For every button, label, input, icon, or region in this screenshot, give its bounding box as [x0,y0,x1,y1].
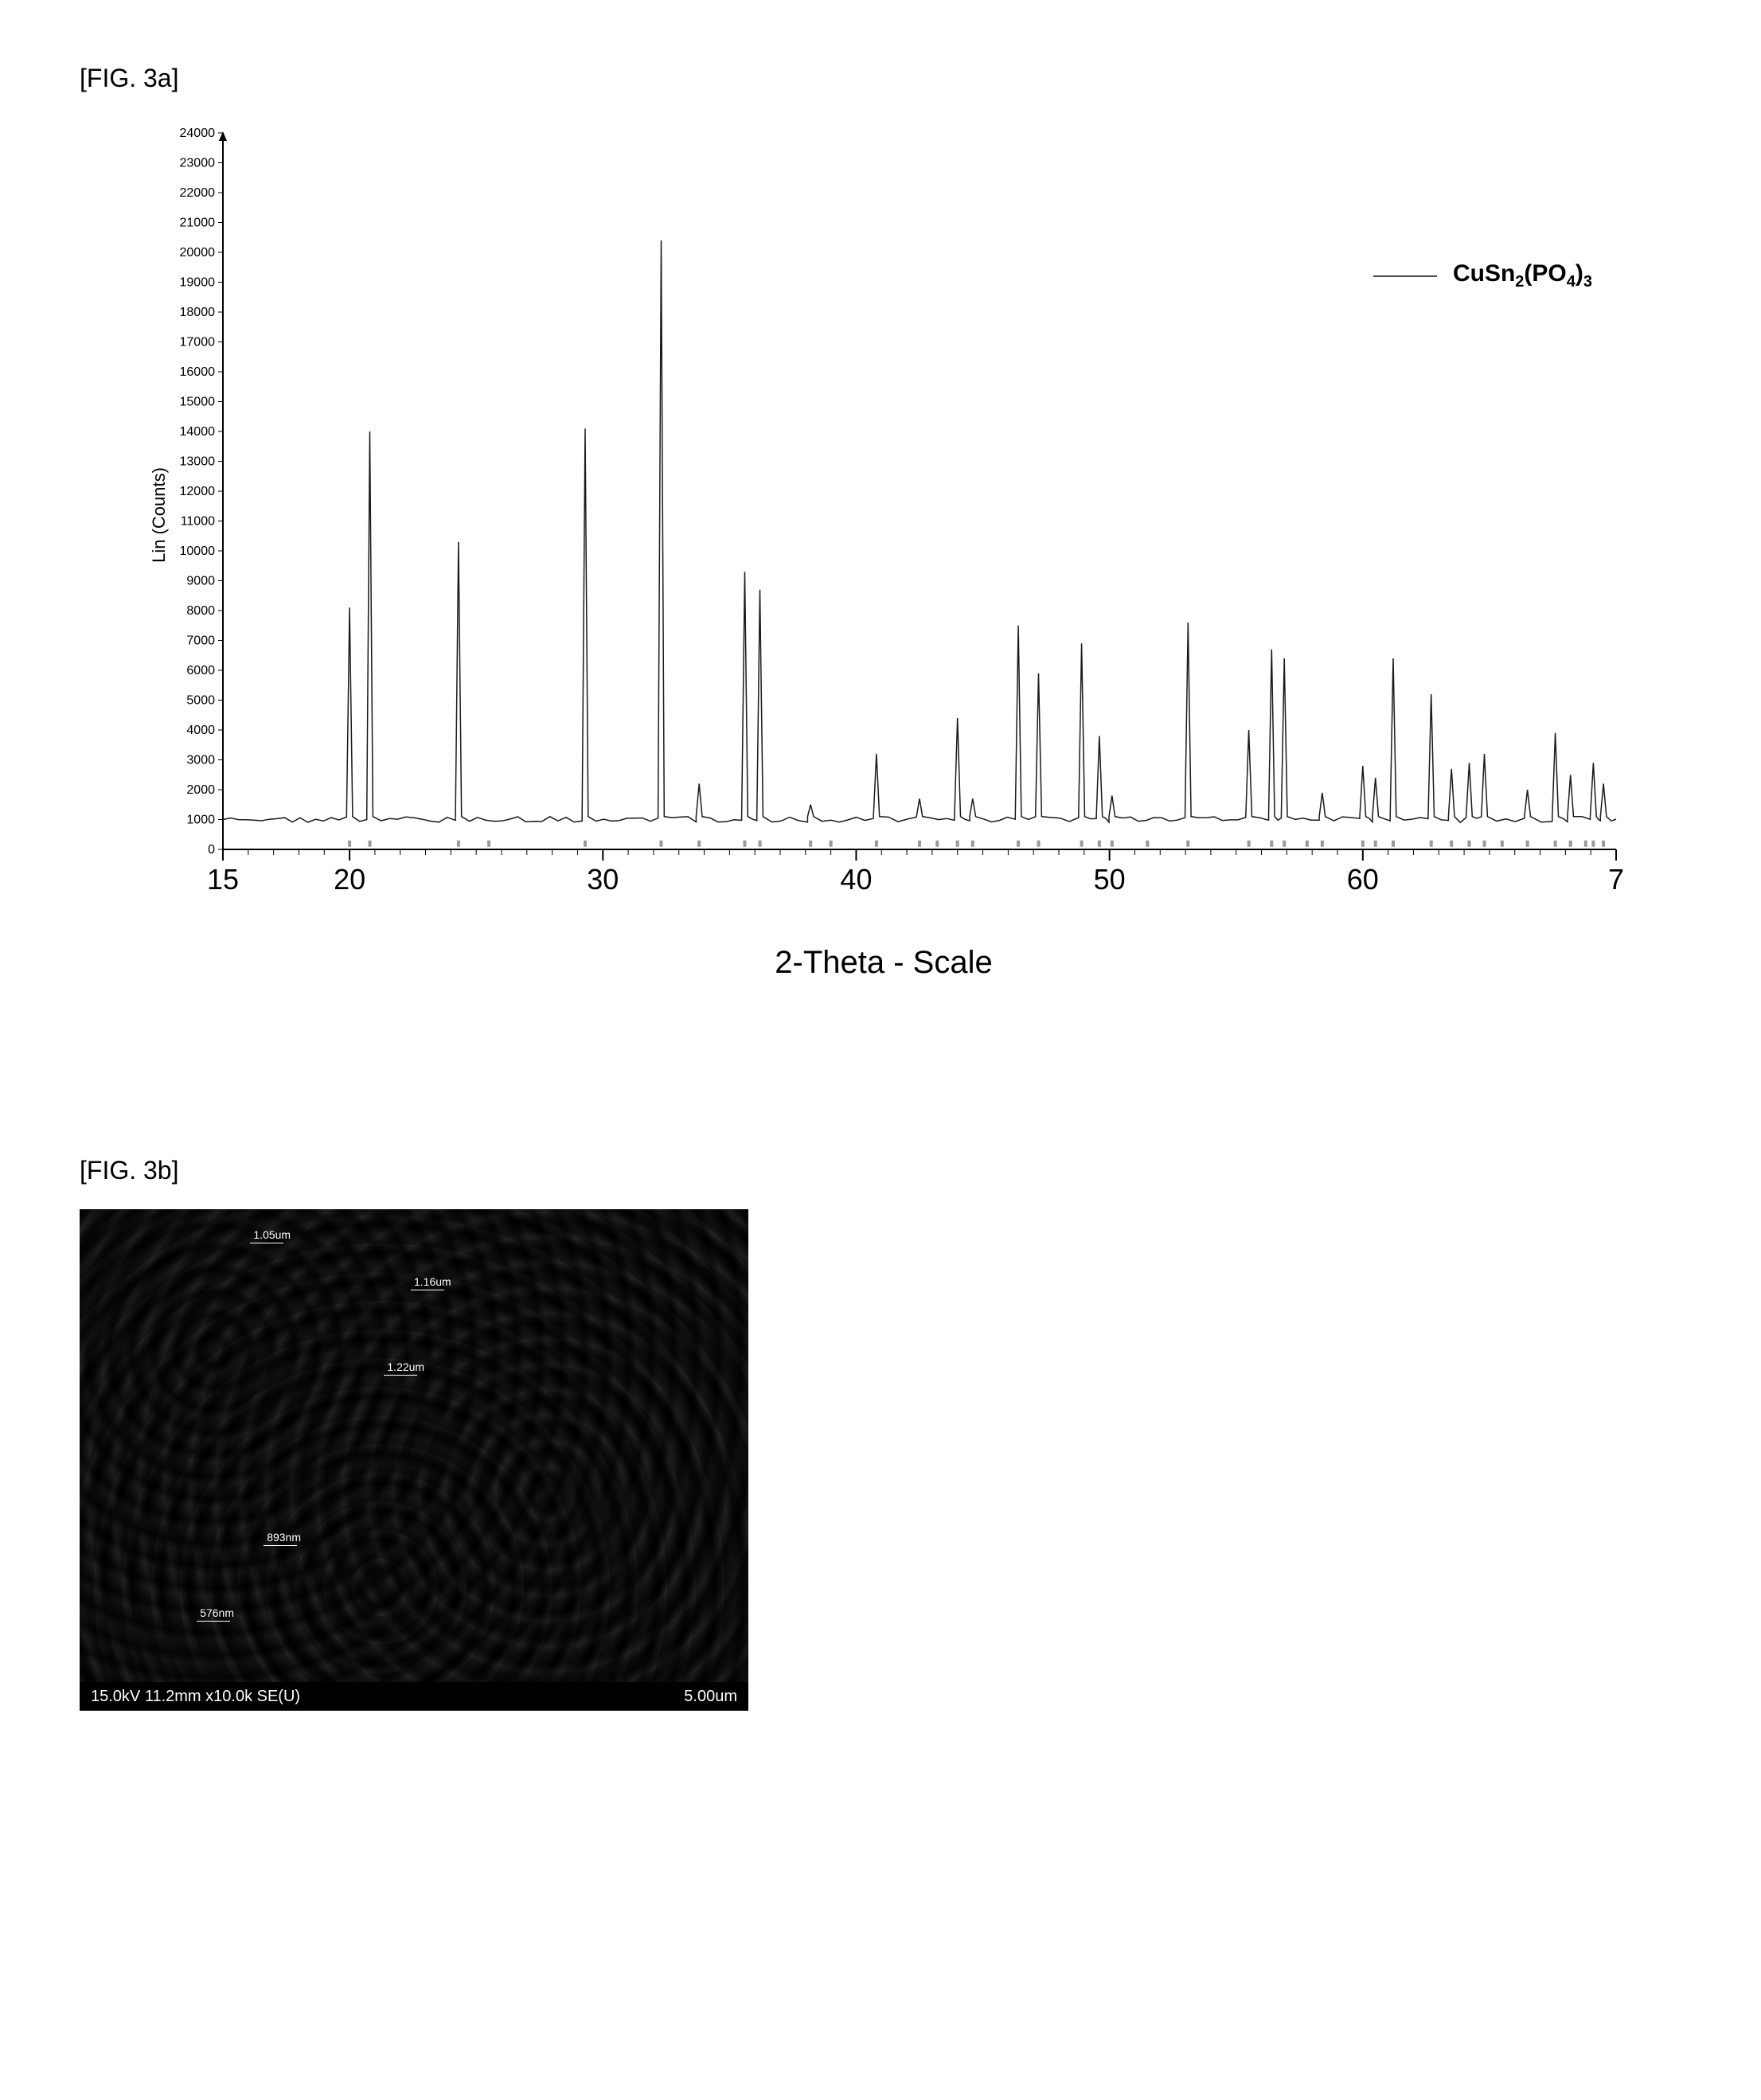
svg-text:14000: 14000 [180,425,216,439]
svg-text:19000: 19000 [180,276,216,290]
sem-measurement: 1.22um [387,1360,424,1373]
svg-text:9000: 9000 [186,575,215,588]
svg-text:21000: 21000 [180,217,216,230]
legend: CuSn2(PO4)3 [1373,260,1592,291]
svg-text:20000: 20000 [180,246,216,260]
xrd-svg: 0 1000 2000 3000 4000 5000 6000 7000 8000 9000 100… [127,117,1640,913]
sem-image: 1.05um 1.16um 1.22um 893nm 576nm [80,1209,748,1682]
sem-measurement: 1.05um [253,1228,291,1241]
svg-text:13000: 13000 [180,455,216,469]
svg-text:6000: 6000 [186,664,215,677]
svg-text:24000: 24000 [180,127,216,140]
svg-text:7: 7 [1608,863,1624,896]
sem-measurement: 1.16um [414,1275,451,1288]
xlabel: 2-Theta - Scale [127,945,1640,981]
ylabel: Lin (Counts) [149,467,170,563]
svg-text:11000: 11000 [181,515,215,529]
svg-text:7000: 7000 [186,634,215,648]
sem-measurement: 576nm [200,1606,234,1619]
svg-text:12000: 12000 [180,485,216,498]
svg-text:23000: 23000 [180,157,216,170]
legend-line [1373,275,1437,277]
sem-footer: 15.0kV 11.2mm x10.0k SE(U) 5.00um [80,1682,748,1711]
svg-text:30: 30 [587,863,619,896]
svg-text:15: 15 [207,863,239,896]
svg-text:16000: 16000 [180,365,216,379]
svg-text:18000: 18000 [180,306,216,319]
svg-text:10000: 10000 [180,545,216,558]
svg-text:50: 50 [1094,863,1126,896]
sem-footer-right: 5.00um [684,1688,737,1706]
svg-text:8000: 8000 [186,604,215,618]
svg-text:5000: 5000 [186,694,215,708]
svg-text:17000: 17000 [180,336,216,349]
svg-text:22000: 22000 [180,186,216,200]
figure-3a-label: [FIG. 3a] [80,64,1681,93]
figure-3b-label: [FIG. 3b] [80,1156,1681,1185]
svg-text:20: 20 [334,863,365,896]
legend-label: CuSn2(PO4)3 [1453,260,1592,291]
svg-text:2000: 2000 [186,783,215,797]
svg-text:4000: 4000 [186,724,215,737]
svg-text:15000: 15000 [180,396,216,409]
svg-text:0: 0 [208,843,215,857]
svg-text:40: 40 [840,863,872,896]
sem-measurement: 893nm [267,1531,301,1544]
svg-text:60: 60 [1347,863,1379,896]
svg-text:3000: 3000 [186,754,215,767]
sem-footer-left: 15.0kV 11.2mm x10.0k SE(U) [91,1688,300,1706]
sem-micrograph: 1.05um 1.16um 1.22um 893nm 576nm 15.0kV 11.2… [80,1209,748,1711]
svg-text:1000: 1000 [186,814,215,827]
xrd-chart: Lin (Counts) 0 1000 2000 3000 4000 5000 6000 70… [127,117,1640,913]
